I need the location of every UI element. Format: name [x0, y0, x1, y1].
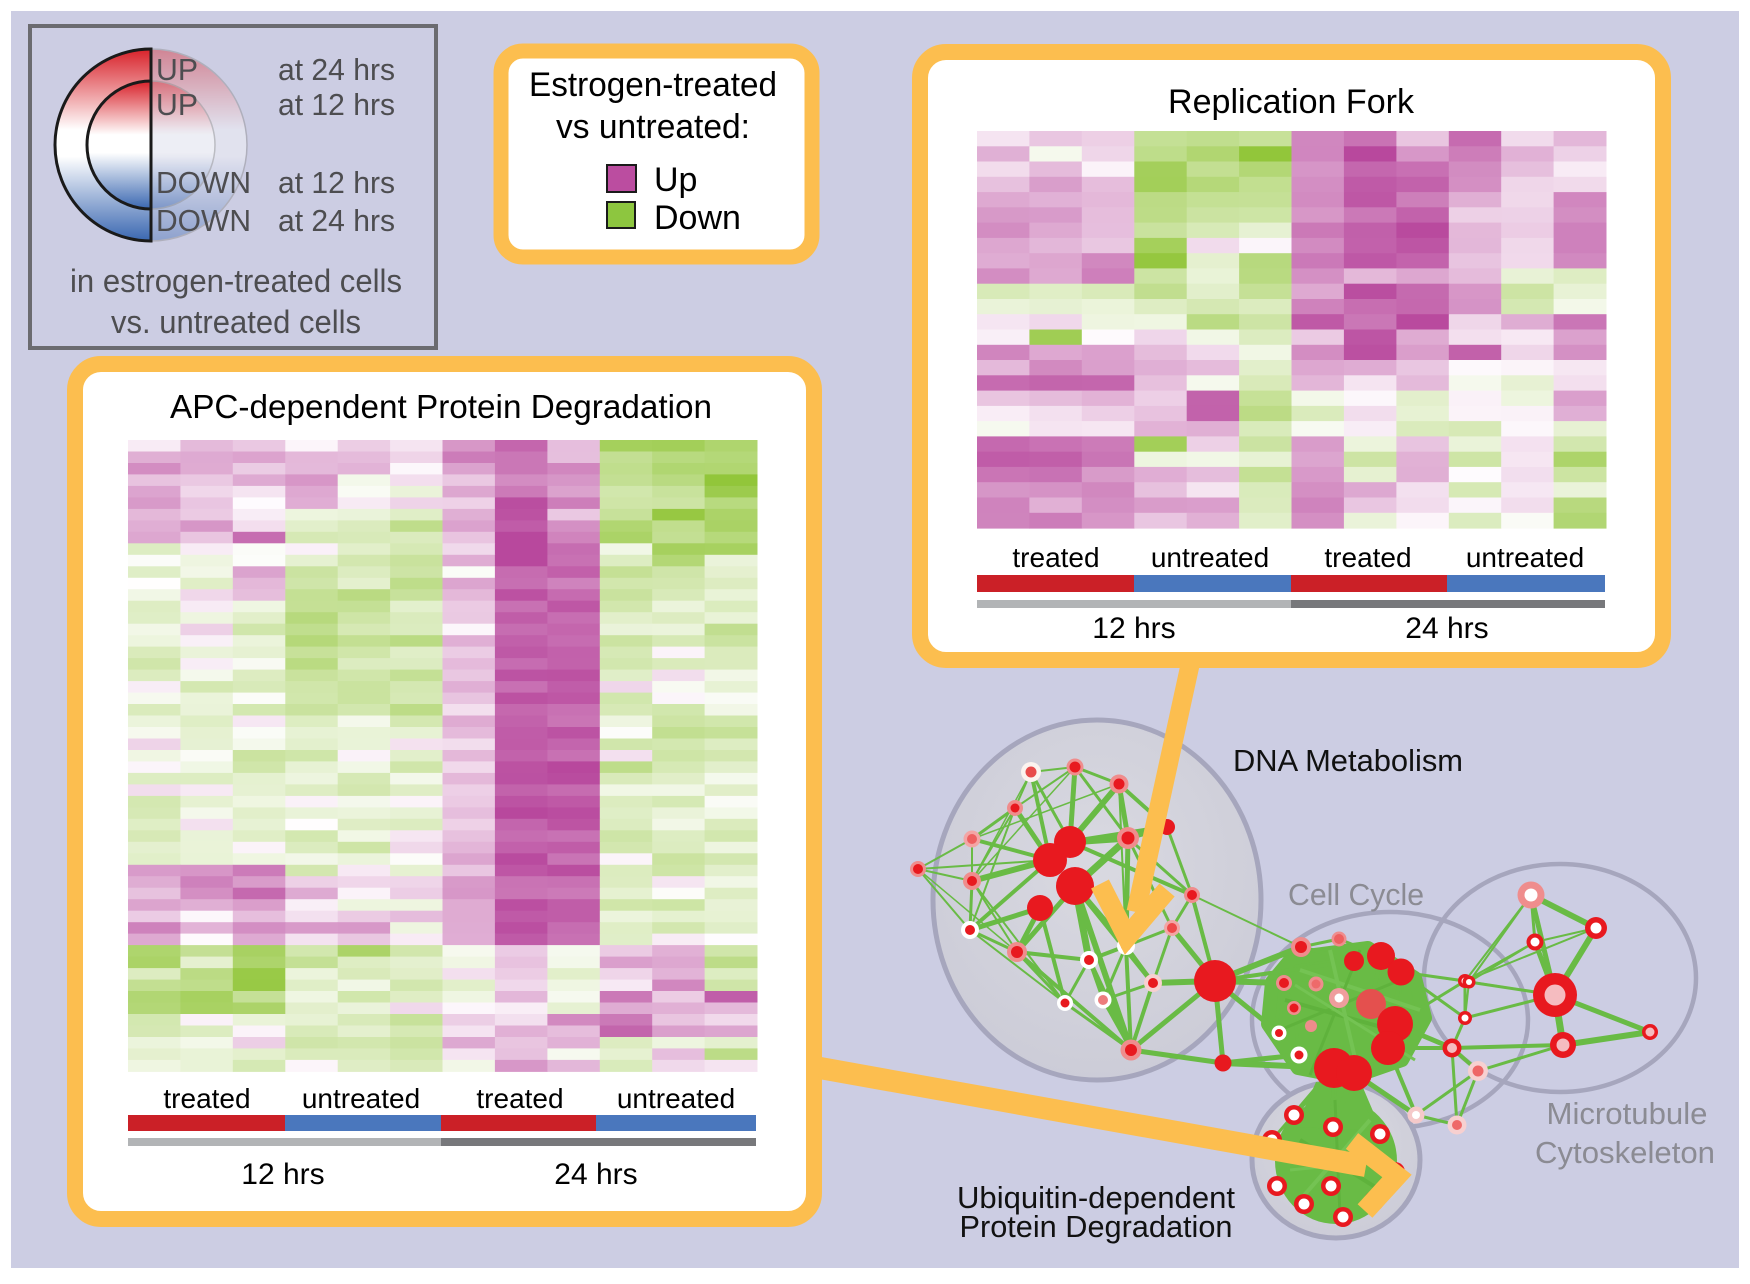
svg-text:untreated: untreated	[1466, 542, 1584, 573]
svg-text:untreated: untreated	[1151, 542, 1269, 573]
svg-text:treated: treated	[1012, 542, 1099, 573]
svg-text:Estrogen-treated: Estrogen-treated	[529, 66, 777, 104]
svg-text:vs untreated:: vs untreated:	[556, 108, 750, 146]
svg-text:APC-dependent Protein Degradat: APC-dependent Protein Degradation	[170, 388, 712, 425]
svg-text:vs. untreated cells: vs. untreated cells	[111, 304, 361, 340]
svg-text:treated: treated	[1324, 542, 1411, 573]
svg-text:at 24 hrs: at 24 hrs	[278, 52, 395, 87]
svg-text:Protein Degradation: Protein Degradation	[960, 1209, 1233, 1244]
svg-text:DNA Metabolism: DNA Metabolism	[1233, 743, 1463, 778]
svg-text:Down: Down	[654, 199, 741, 237]
svg-text:Microtubule: Microtubule	[1547, 1096, 1708, 1131]
svg-text:UP: UP	[156, 52, 198, 87]
svg-text:Replication Fork: Replication Fork	[1168, 83, 1415, 121]
svg-text:Cell Cycle: Cell Cycle	[1288, 877, 1424, 912]
svg-text:at 12 hrs: at 12 hrs	[278, 165, 395, 200]
svg-text:24 hrs: 24 hrs	[1405, 612, 1488, 645]
svg-text:UP: UP	[156, 87, 198, 122]
svg-text:untreated: untreated	[617, 1083, 735, 1114]
svg-text:DOWN: DOWN	[156, 203, 251, 238]
svg-text:treated: treated	[476, 1083, 563, 1114]
svg-text:12 hrs: 12 hrs	[1092, 612, 1175, 645]
svg-text:Ubiquitin-dependent: Ubiquitin-dependent	[957, 1180, 1235, 1215]
svg-text:24 hrs: 24 hrs	[554, 1158, 637, 1191]
svg-text:12 hrs: 12 hrs	[241, 1158, 324, 1191]
svg-text:treated: treated	[163, 1083, 250, 1114]
svg-text:at 24 hrs: at 24 hrs	[278, 203, 395, 238]
svg-text:in estrogen-treated cells: in estrogen-treated cells	[70, 263, 402, 299]
svg-text:Cytoskeleton: Cytoskeleton	[1535, 1135, 1715, 1170]
svg-text:Up: Up	[654, 161, 697, 199]
svg-text:at 12 hrs: at 12 hrs	[278, 87, 395, 122]
svg-text:DOWN: DOWN	[156, 165, 251, 200]
svg-text:untreated: untreated	[302, 1083, 420, 1114]
